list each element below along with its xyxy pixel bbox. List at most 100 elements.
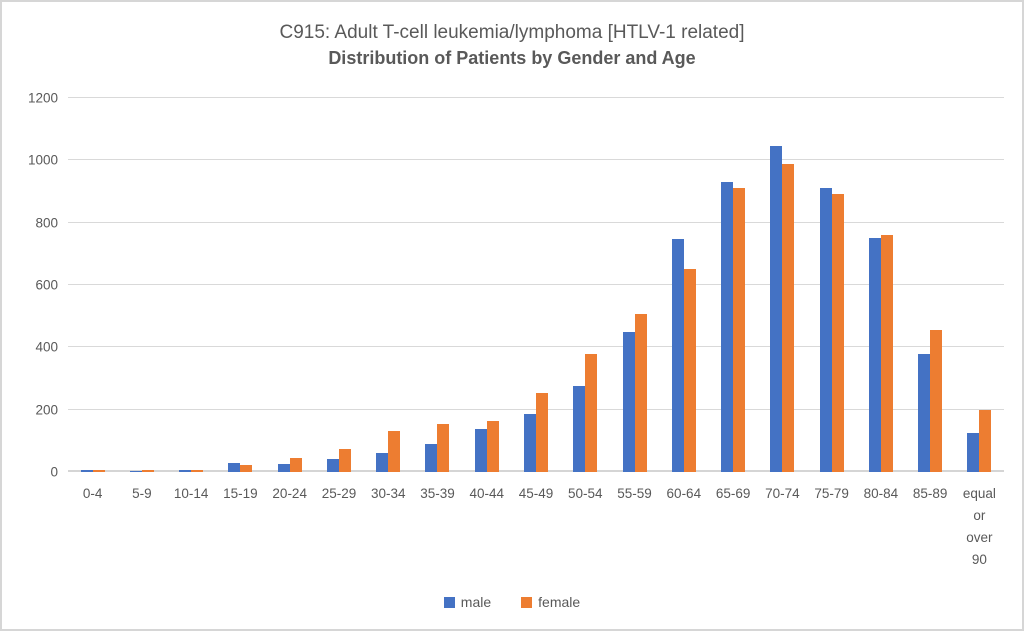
female-swatch-icon: [521, 596, 533, 608]
bar-male: [474, 429, 487, 472]
bar-female: [141, 469, 154, 472]
x-axis-label-text: 70-74: [765, 486, 800, 501]
x-axis-label-text: 25-29: [321, 486, 357, 501]
bar-female: [388, 431, 401, 472]
bar-female: [683, 268, 696, 472]
x-axis-label-text: equal or over 90: [962, 486, 996, 567]
bar-female: [338, 449, 351, 472]
x-axis-label: 55-59: [610, 483, 659, 571]
x-axis-label: 65-69: [708, 483, 757, 571]
bar-female: [437, 424, 450, 472]
bar-group: [265, 98, 314, 472]
x-axis-label-text: 30-34: [370, 486, 406, 501]
bar-male: [721, 181, 734, 472]
bar-group: [955, 98, 1004, 472]
x-axis-label: equal or over 90: [955, 483, 1004, 571]
bar-group: [68, 98, 117, 472]
legend-item-female: female: [521, 594, 580, 610]
bar-male: [277, 464, 290, 472]
bar-female: [733, 188, 746, 472]
gridline: [68, 97, 1004, 98]
x-axis-label: 60-64: [659, 483, 708, 571]
x-axis-label: 80-84: [856, 483, 905, 571]
bar-male: [326, 458, 339, 472]
bar-male: [770, 146, 783, 472]
y-axis-label: 1000: [27, 152, 58, 168]
x-axis-label: 40-44: [462, 483, 511, 571]
bar-group: [462, 98, 511, 472]
bar-female: [191, 469, 204, 472]
chart-subtitle: Distribution of Patients by Gender and A…: [328, 48, 696, 68]
bar-group: [807, 98, 856, 472]
x-axis-label-text: 60-64: [666, 486, 702, 501]
chart-title: C915: Adult T-cell leukemia/lymphoma [HT…: [279, 22, 745, 43]
x-axis-label-text: 75-79: [814, 486, 849, 501]
x-axis-label: 15-19: [216, 483, 265, 571]
legend: male female: [2, 594, 1022, 610]
bar-group: [659, 98, 708, 472]
x-axis-label: 75-79: [807, 483, 856, 571]
bar-group: [511, 98, 560, 472]
x-axis-label-text: 40-44: [469, 486, 505, 501]
bar-male: [622, 331, 635, 472]
gridline: [68, 284, 1004, 285]
y-axis-label: 200: [35, 402, 58, 418]
bar-group: [167, 98, 216, 472]
x-axis-label-text: 85-89: [912, 486, 948, 501]
x-axis-label-text: 80-84: [863, 486, 899, 501]
y-axis-label: 400: [35, 339, 58, 355]
bar-male: [129, 471, 142, 472]
bar-group: [856, 98, 905, 472]
gridline: [68, 159, 1004, 161]
bar-female: [880, 235, 893, 472]
y-axis: 0 200 400 600 800 1000 1200: [2, 91, 58, 480]
bar-group: [758, 98, 807, 472]
x-axis-label-text: 65-69: [715, 486, 751, 501]
bar-male: [967, 433, 980, 472]
x-axis-label: 20-24: [265, 483, 314, 571]
bar-group: [216, 98, 265, 472]
bar-male: [228, 462, 241, 472]
bar-group: [610, 98, 659, 472]
bar-female: [782, 164, 795, 472]
gridline: [68, 408, 1004, 410]
chart-header: C915: Adult T-cell leukemia/lymphoma [HT…: [2, 20, 1022, 71]
x-axis-label: 30-34: [364, 483, 413, 571]
y-axis-label: 600: [35, 277, 58, 293]
x-axis-label: 0-4: [68, 483, 117, 571]
bar-male: [573, 385, 586, 472]
bar-male: [179, 469, 192, 472]
legend-item-male: male: [443, 594, 492, 610]
bar-male: [868, 237, 881, 472]
bar-female: [240, 465, 253, 472]
x-axis-label: 5-9: [117, 483, 166, 571]
bar-group: [314, 98, 363, 472]
x-axis-label: 70-74: [758, 483, 807, 571]
x-axis-label: 35-39: [413, 483, 462, 571]
bar-group: [906, 98, 955, 472]
x-axis-label: 25-29: [314, 483, 363, 571]
gridline: [68, 346, 1004, 348]
x-axis-label-text: 35-39: [420, 486, 455, 501]
x-axis-label-text: 50-54: [568, 486, 603, 501]
x-axis-label: 50-54: [561, 483, 610, 571]
bar-group: [413, 98, 462, 472]
bar-female: [92, 469, 105, 472]
x-axis-label-text: 55-59: [617, 486, 652, 501]
bar-group: [708, 98, 757, 472]
bar-male: [524, 414, 537, 472]
bar-female: [585, 354, 598, 472]
bar-group: [117, 98, 166, 472]
bar-male: [671, 239, 684, 472]
bar-group: [364, 98, 413, 472]
gridline: [68, 221, 1004, 223]
bar-female: [486, 420, 499, 472]
legend-label-male: male: [460, 594, 492, 610]
x-axis-label-text: 5-9: [132, 486, 152, 501]
bar-female: [289, 457, 302, 472]
x-axis-label-text: 0-4: [82, 486, 103, 501]
y-axis-label: 800: [35, 215, 58, 231]
legend-label-female: female: [538, 594, 581, 610]
x-axis-label-text: 20-24: [272, 486, 307, 501]
